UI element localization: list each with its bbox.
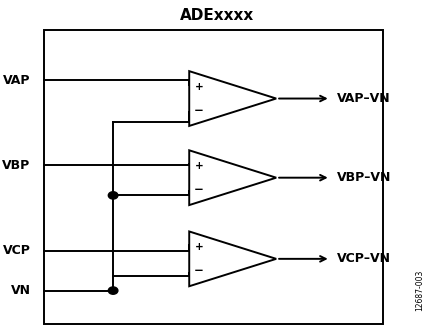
Text: VAP: VAP — [3, 74, 30, 87]
Text: 12687-003: 12687-003 — [414, 270, 423, 311]
Text: −: − — [194, 104, 203, 117]
Circle shape — [108, 192, 118, 199]
Text: +: + — [194, 82, 203, 92]
Text: −: − — [194, 183, 203, 196]
Text: VBP–VN: VBP–VN — [336, 171, 391, 184]
Text: ADExxxx: ADExxxx — [180, 8, 254, 22]
Text: +: + — [194, 161, 203, 171]
Text: VAP–VN: VAP–VN — [336, 92, 390, 105]
Text: VBP: VBP — [2, 159, 30, 172]
Text: −: − — [194, 264, 203, 277]
Text: +: + — [194, 242, 203, 253]
Text: VCP–VN: VCP–VN — [336, 253, 390, 265]
Text: VCP: VCP — [3, 244, 30, 257]
Text: VN: VN — [10, 284, 30, 297]
Bar — [43, 30, 382, 324]
Circle shape — [108, 287, 118, 294]
